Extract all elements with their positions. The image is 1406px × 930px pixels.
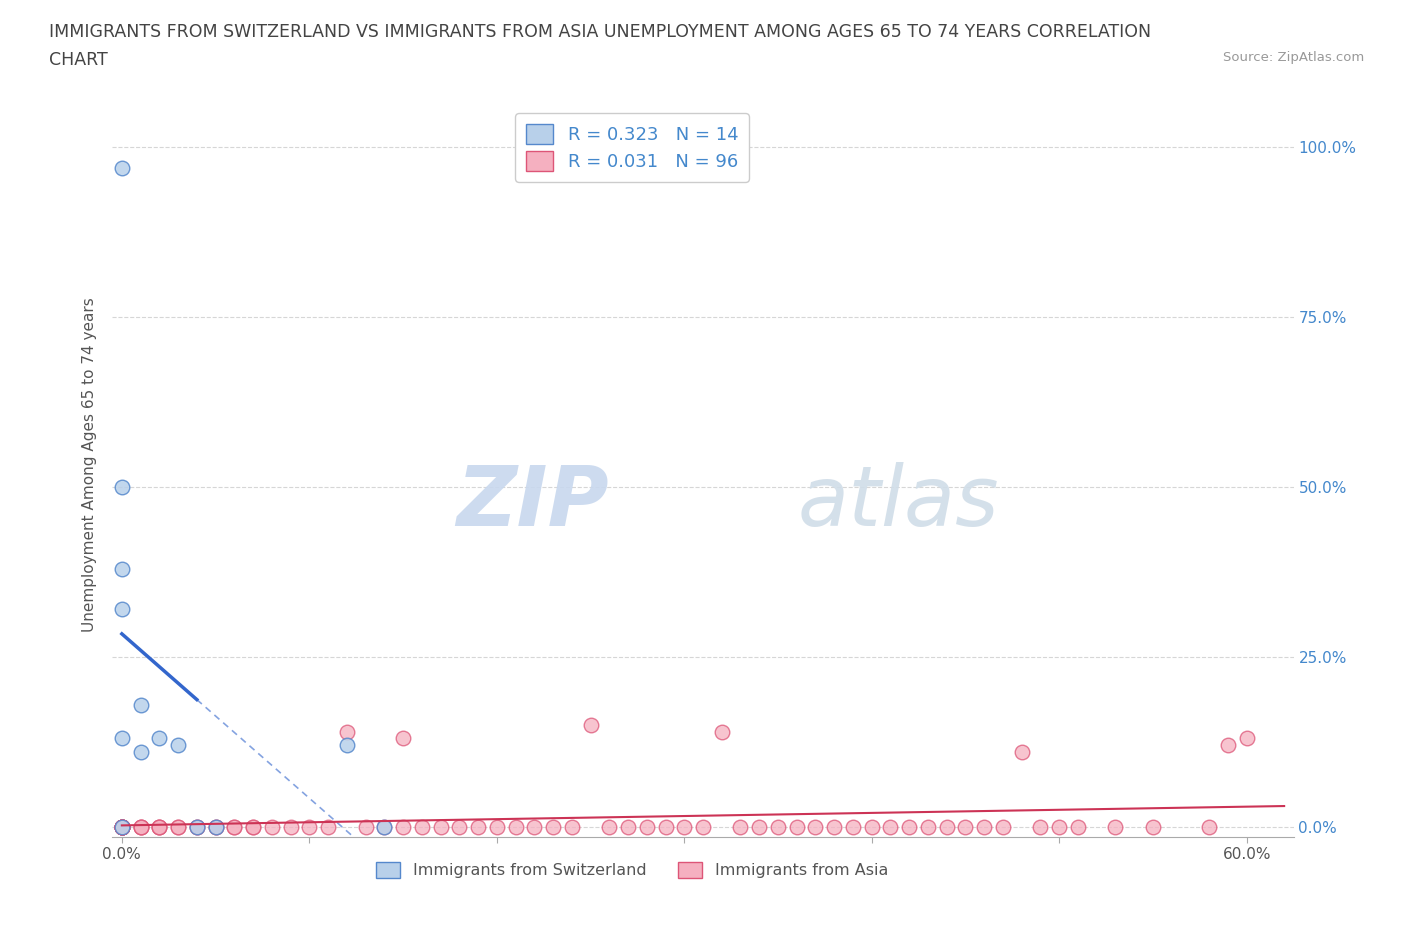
Text: atlas: atlas: [797, 461, 1000, 543]
Point: [579, 717, 602, 732]
Text: IMMIGRANTS FROM SWITZERLAND VS IMMIGRANTS FROM ASIA UNEMPLOYMENT AMONG AGES 65 T: IMMIGRANTS FROM SWITZERLAND VS IMMIGRANT…: [49, 23, 1152, 41]
Point: [1236, 731, 1258, 746]
Point: [429, 819, 451, 834]
Point: [111, 819, 134, 834]
Point: [129, 819, 152, 834]
Y-axis label: Unemployment Among Ages 65 to 74 years: Unemployment Among Ages 65 to 74 years: [82, 298, 97, 632]
Point: [224, 819, 246, 834]
Point: [129, 819, 152, 834]
Point: [354, 819, 377, 834]
Point: [766, 819, 789, 834]
Point: [111, 480, 134, 495]
Point: [167, 819, 190, 834]
Point: [373, 819, 395, 834]
Point: [111, 731, 134, 746]
Point: [673, 819, 696, 834]
Point: [111, 819, 134, 834]
Point: [973, 819, 995, 834]
Point: [111, 160, 134, 175]
Point: [786, 819, 808, 834]
Point: [204, 819, 226, 834]
Point: [991, 819, 1014, 834]
Point: [167, 737, 190, 752]
Point: [523, 819, 546, 834]
Point: [111, 819, 134, 834]
Point: [111, 819, 134, 834]
Point: [392, 731, 415, 746]
Point: [129, 698, 152, 712]
Point: [204, 819, 226, 834]
Point: [1142, 819, 1164, 834]
Point: [1047, 819, 1070, 834]
Point: [541, 819, 564, 834]
Point: [710, 724, 733, 739]
Point: [598, 819, 620, 834]
Point: [449, 819, 471, 834]
Point: [917, 819, 939, 834]
Point: [129, 819, 152, 834]
Point: [280, 819, 302, 834]
Point: [654, 819, 676, 834]
Point: [898, 819, 921, 834]
Point: [224, 819, 246, 834]
Point: [111, 819, 134, 834]
Point: [1029, 819, 1052, 834]
Point: [111, 819, 134, 834]
Point: [186, 819, 208, 834]
Text: Source: ZipAtlas.com: Source: ZipAtlas.com: [1223, 51, 1364, 64]
Point: [167, 819, 190, 834]
Point: [186, 819, 208, 834]
Point: [373, 819, 395, 834]
Point: [485, 819, 508, 834]
Point: [411, 819, 433, 834]
Point: [148, 731, 170, 746]
Point: [617, 819, 640, 834]
Point: [935, 819, 957, 834]
Point: [505, 819, 527, 834]
Text: CHART: CHART: [49, 51, 108, 69]
Point: [204, 819, 226, 834]
Point: [1216, 737, 1239, 752]
Point: [392, 819, 415, 834]
Point: [955, 819, 977, 834]
Point: [148, 819, 170, 834]
Point: [804, 819, 827, 834]
Point: [1104, 819, 1126, 834]
Point: [111, 819, 134, 834]
Point: [730, 819, 752, 834]
Point: [111, 819, 134, 834]
Point: [860, 819, 883, 834]
Point: [748, 819, 770, 834]
Point: [823, 819, 845, 834]
Point: [1198, 819, 1220, 834]
Point: [111, 819, 134, 834]
Point: [148, 819, 170, 834]
Point: [336, 724, 359, 739]
Text: ZIP: ZIP: [456, 461, 609, 543]
Point: [879, 819, 901, 834]
Point: [692, 819, 714, 834]
Point: [129, 745, 152, 760]
Legend: Immigrants from Switzerland, Immigrants from Asia: Immigrants from Switzerland, Immigrants …: [370, 856, 894, 884]
Point: [467, 819, 489, 834]
Point: [148, 819, 170, 834]
Point: [111, 819, 134, 834]
Point: [260, 819, 283, 834]
Point: [111, 602, 134, 617]
Point: [561, 819, 583, 834]
Point: [316, 819, 339, 834]
Point: [298, 819, 321, 834]
Point: [111, 561, 134, 576]
Point: [1011, 745, 1033, 760]
Point: [636, 819, 658, 834]
Point: [111, 819, 134, 834]
Point: [336, 737, 359, 752]
Point: [1067, 819, 1090, 834]
Point: [842, 819, 865, 834]
Point: [186, 819, 208, 834]
Point: [242, 819, 264, 834]
Point: [242, 819, 264, 834]
